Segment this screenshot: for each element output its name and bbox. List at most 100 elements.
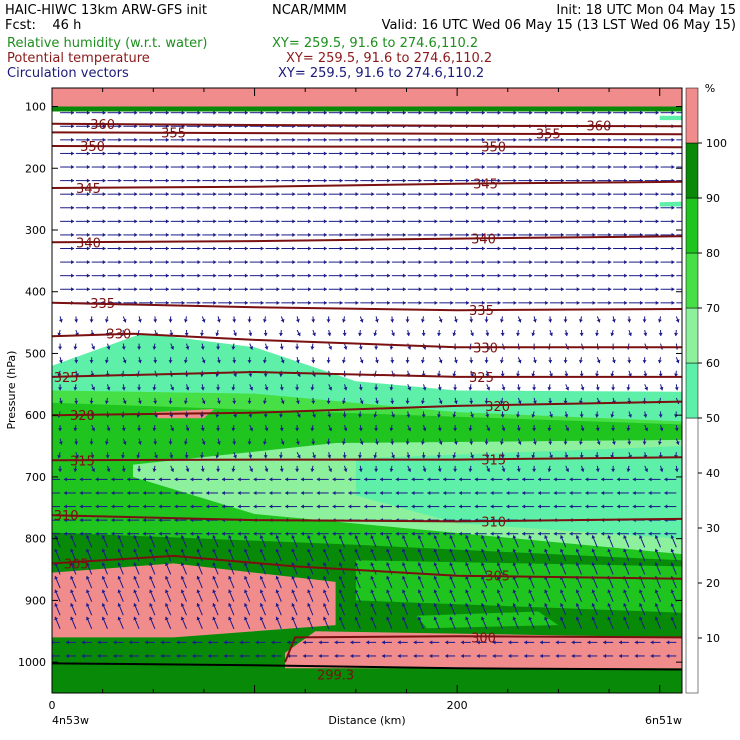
vector-arrow bbox=[407, 260, 422, 265]
vector-arrow bbox=[263, 329, 268, 337]
vector-arrow bbox=[470, 192, 485, 197]
vector-arrow bbox=[310, 343, 315, 350]
vector-arrow bbox=[63, 531, 76, 536]
vector-arrow bbox=[420, 438, 425, 445]
vector-arrow bbox=[660, 165, 675, 170]
vector-arrow bbox=[232, 316, 237, 323]
vector-arrow bbox=[359, 397, 364, 405]
vector-arrow bbox=[455, 165, 470, 170]
vector-arrow bbox=[89, 316, 94, 323]
vector-arrow bbox=[601, 531, 614, 536]
vector-arrow bbox=[354, 548, 361, 562]
vector-arrow bbox=[628, 246, 643, 251]
vector-arrow bbox=[122, 316, 127, 323]
vector-arrow bbox=[275, 589, 282, 602]
vector-arrow bbox=[228, 575, 235, 589]
vector-arrow bbox=[654, 589, 661, 602]
vector-arrow bbox=[302, 640, 313, 645]
vector-arrow bbox=[439, 205, 454, 210]
vector-arrow bbox=[139, 246, 154, 251]
vector-arrow bbox=[422, 384, 427, 391]
vector-arrow bbox=[344, 300, 359, 305]
vector-arrow bbox=[376, 300, 391, 305]
vector-arrow bbox=[644, 384, 649, 391]
vector-arrow bbox=[437, 384, 442, 391]
rh-region-13 bbox=[52, 88, 682, 107]
vector-arrow bbox=[107, 205, 122, 210]
vector-arrow bbox=[549, 246, 564, 251]
vector-arrow bbox=[60, 287, 75, 292]
vector-arrow bbox=[123, 287, 138, 292]
vector-arrow bbox=[137, 357, 142, 364]
vector-arrow bbox=[406, 329, 411, 337]
vector-arrow bbox=[196, 575, 203, 589]
vector-arrow bbox=[591, 589, 598, 602]
vector-arrow bbox=[676, 193, 682, 195]
vector-arrow bbox=[565, 287, 580, 292]
vector-arrow bbox=[490, 477, 503, 482]
vector-arrow bbox=[397, 653, 408, 658]
vector-arrow bbox=[170, 384, 175, 391]
vector-arrow bbox=[139, 137, 154, 142]
vector-arrow bbox=[249, 273, 264, 278]
vector-arrow bbox=[376, 287, 391, 292]
theta-label: 340 bbox=[76, 236, 101, 251]
vector-arrow bbox=[389, 465, 394, 472]
vector-arrow bbox=[613, 151, 628, 156]
vector-arrow bbox=[555, 640, 566, 645]
vector-arrow bbox=[259, 616, 266, 629]
vector-arrow bbox=[60, 246, 75, 251]
vector-arrow bbox=[613, 165, 628, 170]
vector-arrow bbox=[60, 151, 75, 156]
vector-arrow bbox=[338, 603, 345, 616]
vector-arrow bbox=[104, 316, 109, 323]
vector-arrow bbox=[486, 151, 501, 156]
vector-arrow bbox=[91, 192, 106, 197]
vector-arrow bbox=[676, 302, 682, 304]
vector-arrow bbox=[180, 616, 187, 629]
vector-arrow bbox=[427, 531, 440, 536]
vector-arrow bbox=[279, 343, 284, 350]
vector-arrow bbox=[154, 137, 169, 142]
vector-arrow bbox=[341, 357, 346, 364]
vector-arrow bbox=[101, 603, 108, 616]
vector-arrow bbox=[101, 548, 108, 562]
vector-arrow bbox=[233, 137, 248, 142]
vector-arrow bbox=[402, 589, 409, 602]
vector-arrow bbox=[496, 603, 503, 616]
vector-arrow bbox=[443, 477, 456, 482]
vector-arrow bbox=[433, 575, 440, 589]
rh-filled-contours bbox=[52, 88, 682, 693]
vector-arrow bbox=[154, 110, 169, 115]
vector-arrow bbox=[275, 548, 282, 562]
vector-arrow bbox=[470, 260, 485, 265]
vector-arrow bbox=[297, 205, 312, 210]
vector-arrow bbox=[262, 397, 267, 405]
vector-arrow bbox=[423, 246, 438, 251]
vector-arrow bbox=[648, 490, 661, 495]
vector-arrow bbox=[453, 397, 458, 405]
vector-arrow bbox=[154, 287, 169, 292]
vector-arrow bbox=[618, 640, 629, 645]
vector-arrow bbox=[121, 424, 126, 432]
vector-arrow bbox=[154, 273, 169, 278]
vector-arrow bbox=[186, 260, 201, 265]
vector-arrow bbox=[438, 438, 443, 445]
vector-arrow bbox=[453, 438, 458, 445]
vector-arrow bbox=[597, 232, 612, 237]
theta-label: 320 bbox=[485, 400, 510, 415]
vector-arrow bbox=[75, 110, 90, 115]
vector-arrow bbox=[476, 653, 487, 658]
vector-arrow bbox=[518, 178, 533, 183]
vector-arrow bbox=[297, 232, 312, 237]
vector-arrow bbox=[390, 357, 395, 364]
vector-arrow bbox=[496, 562, 503, 575]
vector-arrow bbox=[502, 287, 517, 292]
vector-arrow bbox=[465, 548, 472, 562]
vector-arrow bbox=[170, 192, 185, 197]
vector-arrow bbox=[484, 438, 489, 445]
vector-arrow bbox=[639, 535, 646, 548]
vector-arrow bbox=[312, 110, 327, 115]
vector-arrow bbox=[165, 616, 172, 629]
